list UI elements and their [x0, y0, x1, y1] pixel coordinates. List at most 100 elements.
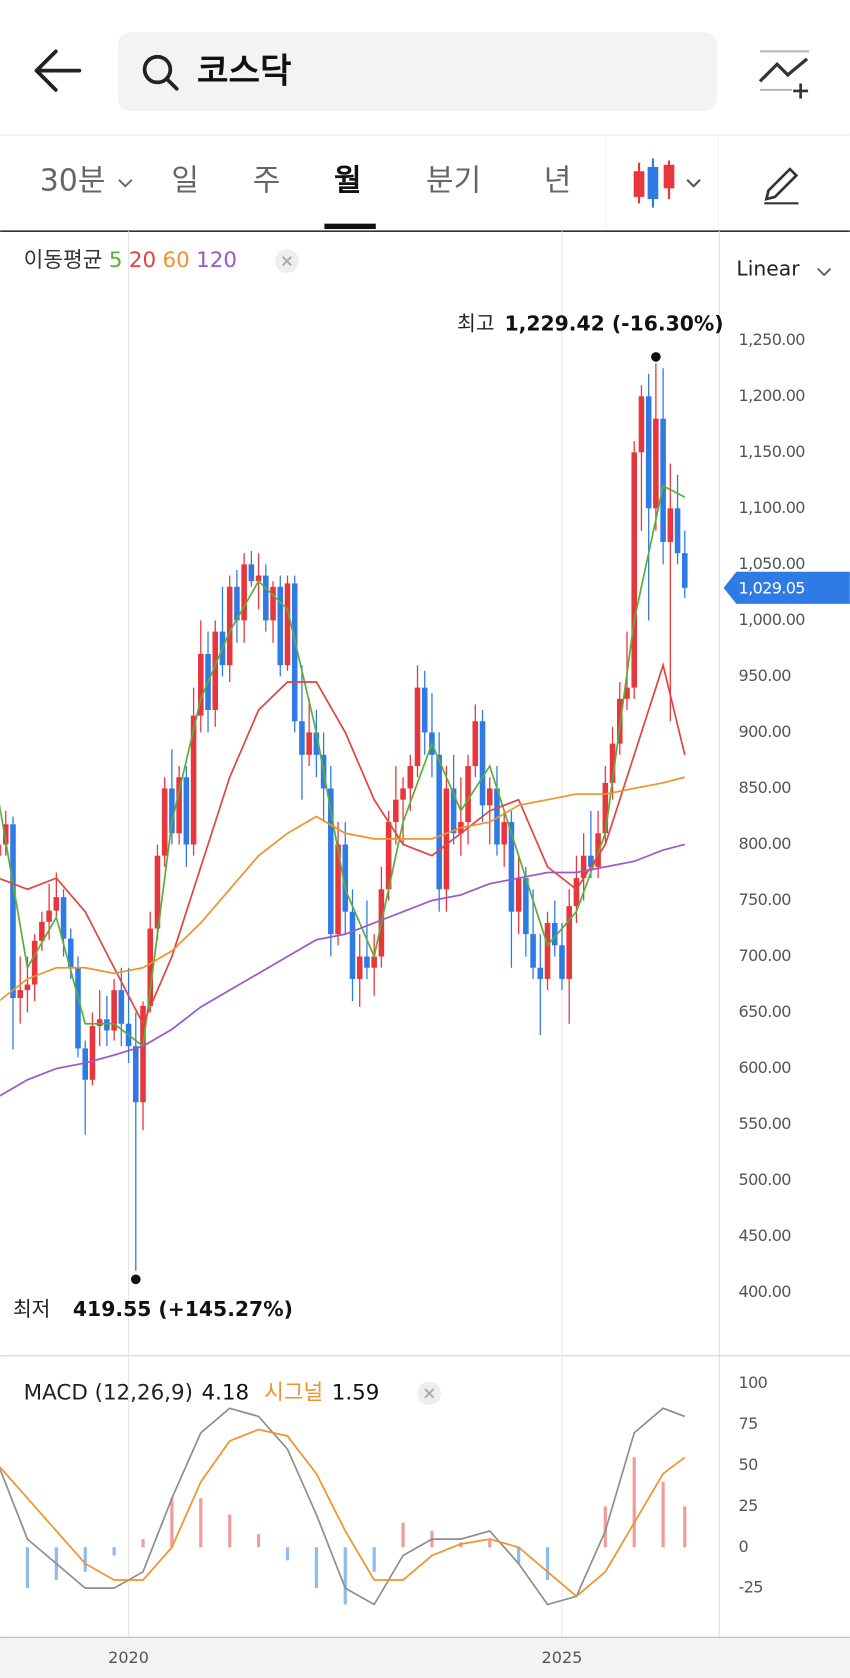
candle-body [421, 687, 428, 733]
candle-body [602, 782, 609, 834]
candle-body [147, 928, 154, 1006]
histogram-bar [632, 1457, 636, 1548]
histogram-bar [545, 1547, 550, 1580]
y-tick-label: 100 [739, 1373, 768, 1392]
histogram-bar [228, 1514, 232, 1548]
candle-body [624, 687, 630, 699]
histogram-bar [83, 1547, 87, 1572]
line [0, 484, 686, 1048]
candle-body [212, 631, 219, 711]
candle-body [566, 906, 572, 979]
y-tick-label: 1,100.00 [739, 498, 806, 517]
candle-body [508, 822, 515, 912]
candle-body [595, 833, 601, 867]
y-tick-label: 1,200.00 [739, 386, 806, 405]
candle-body [551, 922, 558, 946]
legend-value: 4.18 [202, 1380, 250, 1405]
candle-body [24, 984, 31, 991]
candle-body [400, 788, 406, 800]
candle-body [674, 508, 681, 554]
plot-area [0, 231, 688, 1638]
legend-close[interactable] [275, 249, 299, 273]
candle-body [660, 418, 666, 542]
candle-body [118, 990, 125, 1024]
y-tick-label: 900.00 [739, 722, 792, 741]
x-tick-label: 2025 [542, 1648, 583, 1667]
candle-body [667, 508, 674, 542]
legend-entry: 120 [196, 248, 237, 273]
histogram-bar [488, 1539, 492, 1548]
candle-body [39, 921, 45, 941]
period-tab[interactable]: 분기 [426, 163, 481, 198]
candle-body [515, 878, 522, 912]
candle-body [443, 788, 450, 890]
candle-body [82, 1048, 89, 1080]
ma-legend: 이동평균 5 20 60 120 [24, 248, 237, 273]
period-tab[interactable]: 30분 [40, 163, 106, 198]
y-tick-label: 950.00 [739, 666, 792, 685]
chart-type-button[interactable] [633, 158, 701, 208]
candle-body [0, 844, 2, 856]
legend-entry: 20 [129, 248, 156, 273]
overlay: 최고 1,229.42 (-16.30%) 최저 419.55 (+145.27%) 1… [13, 311, 850, 1321]
candle-body [234, 586, 240, 621]
candle-body [284, 583, 291, 666]
y-tick-label: 75 [739, 1414, 758, 1433]
candle-body [133, 1046, 139, 1103]
candle-body [356, 956, 363, 979]
macd-close[interactable] [417, 1381, 442, 1406]
candle-body [263, 575, 269, 621]
candle-body [523, 878, 529, 935]
candle-body [486, 788, 493, 806]
candle-body [10, 824, 16, 998]
y-tick-label: 1,000.00 [739, 610, 806, 629]
candle-body [89, 1026, 96, 1080]
candle-body [46, 910, 52, 922]
period-tab[interactable]: 일 [171, 163, 199, 198]
candle-body [638, 396, 645, 453]
candle-body [414, 687, 421, 767]
candle-body [67, 938, 74, 968]
candle-body [53, 897, 60, 911]
back-button[interactable] [34, 49, 82, 92]
legend-name: MACD (12,26,9) [24, 1380, 193, 1405]
histogram-bar [141, 1539, 145, 1548]
search-box[interactable]: 코스닥 [117, 32, 718, 112]
candle-body [2, 824, 9, 845]
period-tab[interactable]: 주 [253, 163, 281, 198]
candle-body [183, 777, 190, 845]
scale-mode: Linear [736, 257, 800, 281]
y-tick-label: 0 [739, 1537, 749, 1556]
candle-body [96, 1019, 103, 1027]
y-tick-label: 1,250.00 [739, 330, 806, 349]
candle-body [653, 418, 659, 509]
candle-body [306, 732, 312, 755]
histogram-bar [199, 1498, 203, 1548]
candle-body [573, 878, 580, 907]
macd-legend: MACD (12,26,9) 4.18 시그널 1.59 [24, 1380, 380, 1405]
histogram-bar [517, 1547, 521, 1564]
candle-body [31, 940, 38, 985]
compare-button[interactable] [758, 50, 810, 99]
period-tab[interactable]: 월 [334, 163, 362, 198]
legend-name: 시그널 [264, 1380, 323, 1405]
histogram-bar [170, 1498, 174, 1548]
candle-body [104, 1019, 110, 1031]
draw-button[interactable] [764, 167, 799, 205]
candle-body [328, 788, 334, 935]
histogram-bar [683, 1506, 687, 1548]
histogram-bar [661, 1481, 665, 1548]
scale-dropdown[interactable]: Linear [736, 257, 832, 281]
y-tick-label: 700.00 [739, 946, 792, 965]
candle-body [277, 586, 284, 666]
candle-body [342, 844, 349, 912]
candle-body [609, 743, 616, 783]
y-tick-label: 850.00 [739, 778, 792, 797]
y-tick-label: 1,150.00 [739, 442, 806, 461]
histogram-bar [343, 1547, 347, 1605]
high-value: 1,229.42 (-16.30%) [504, 311, 723, 335]
histogram-bar [256, 1534, 261, 1548]
period-tab[interactable]: 년 [544, 163, 572, 198]
tab-underline [324, 223, 376, 230]
line [0, 1428, 686, 1598]
